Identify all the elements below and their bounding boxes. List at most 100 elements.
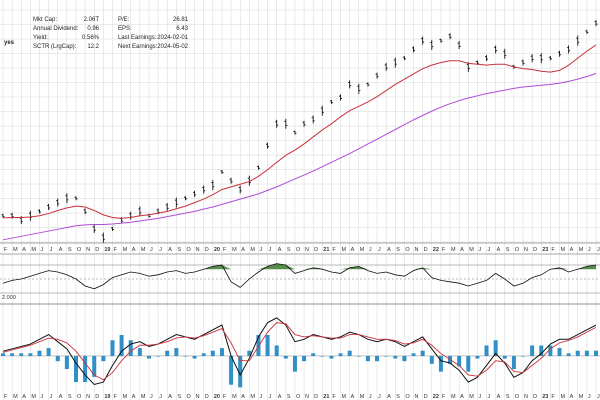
macd-label-fragment: 2.000 — [2, 295, 16, 301]
x-tick-label: J — [597, 394, 600, 400]
rsi-line — [2, 263, 597, 290]
x-tick-label: A — [570, 247, 574, 253]
macd-histogram-bar — [539, 345, 544, 356]
macd-line — [2, 317, 597, 386]
x-tick-label: M — [360, 394, 365, 400]
x-tick-label: D — [533, 394, 537, 400]
macd-histogram-bar — [429, 355, 434, 364]
macd-histogram-bar — [247, 350, 252, 356]
stat-label-eps: EPS: — [118, 26, 132, 32]
x-tick-label: N — [86, 247, 90, 253]
macd-histogram-bar — [502, 355, 507, 359]
x-tick-label: 20 — [214, 247, 220, 253]
stat-label-pe: P/E: — [118, 17, 130, 23]
macd-histogram-bar — [64, 355, 69, 370]
x-tick-label: F — [4, 394, 8, 400]
x-tick-label: M — [123, 394, 128, 400]
x-tick-label: A — [351, 247, 355, 253]
macd-histogram-bar — [256, 335, 261, 356]
macd-histogram-bar — [137, 348, 142, 356]
x-tick-label: J — [150, 247, 153, 253]
x-tick-label: F — [223, 247, 227, 253]
macd-histogram-bar — [457, 355, 462, 367]
macd-histogram-bar — [1, 353, 5, 356]
macd-histogram-bar — [210, 350, 215, 356]
macd-histogram-bar — [37, 350, 42, 356]
x-tick-label: M — [123, 247, 128, 253]
macd-histogram-bar — [411, 353, 416, 356]
x-tick-label: F — [223, 394, 227, 400]
x-tick-label: J — [369, 247, 372, 253]
macd-histogram-bar — [594, 350, 598, 356]
x-tick-label: A — [241, 394, 245, 400]
macd-panel — [0, 317, 600, 388]
moving-average-short-line — [2, 44, 597, 219]
macd-histogram-bar — [584, 350, 589, 356]
fragment-text: yes — [4, 40, 15, 46]
x-tick-label: A — [22, 394, 26, 400]
macd-histogram-bar — [73, 355, 78, 383]
x-tick-label: S — [177, 394, 181, 400]
x-tick-label: J — [40, 247, 43, 253]
x-tick-label: 19 — [104, 247, 110, 253]
macd-histogram-bar — [201, 353, 206, 356]
x-tick-label: S — [287, 247, 291, 253]
x-tick-label: J — [378, 394, 381, 400]
x-tick-label: O — [296, 247, 301, 253]
macd-histogram-bar — [338, 353, 343, 356]
x-tick-label: S — [177, 247, 181, 253]
x-tick-label: O — [515, 247, 520, 253]
price-panel — [1, 20, 598, 243]
macd-histogram-bar — [146, 355, 151, 359]
stat-label-last-earnings: Last Earnings: — [118, 35, 157, 41]
macd-histogram-bar — [438, 355, 443, 372]
macd-histogram-bar — [174, 348, 179, 356]
x-tick-label: D — [533, 247, 537, 253]
x-tick-label: J — [597, 247, 600, 253]
x-tick-label: M — [561, 394, 566, 400]
x-tick-label: A — [387, 394, 391, 400]
x-tick-label: M — [579, 247, 584, 253]
x-tick-label: A — [241, 247, 245, 253]
x-tick-label: S — [506, 394, 510, 400]
x-tick-label: D — [95, 247, 99, 253]
x-tick-label: J — [588, 394, 591, 400]
x-tick-label: N — [524, 247, 528, 253]
x-tick-label: D — [205, 247, 209, 253]
macd-histogram-bar — [511, 355, 516, 370]
macd-histogram-bar — [46, 348, 51, 356]
macd-histogram-bar — [10, 353, 15, 356]
x-tick-label: M — [13, 394, 18, 400]
stat-value-last-earnings: 2024-02-01 — [157, 35, 188, 41]
macd-histogram-bar — [128, 340, 133, 356]
x-tick-label: S — [396, 394, 400, 400]
x-tick-label: J — [269, 394, 272, 400]
fundamentals-panel: Mkt Cap: 2.06T Annual Dividend: 0.96 Yie… — [4, 17, 189, 50]
x-tick-label: A — [497, 247, 501, 253]
x-tick-label: J — [50, 247, 53, 253]
x-tick-label: A — [132, 394, 136, 400]
x-tick-label: M — [451, 394, 456, 400]
x-tick-label: S — [396, 247, 400, 253]
macd-histogram-bar — [548, 345, 553, 356]
x-tick-label: S — [506, 247, 510, 253]
x-tick-label: F — [551, 394, 555, 400]
x-tick-label: J — [40, 394, 43, 400]
macd-histogram-bar — [575, 350, 580, 356]
x-tick-label: J — [150, 394, 153, 400]
x-tick-label: M — [561, 247, 566, 253]
x-tick-label: M — [141, 394, 146, 400]
x-tick-label: F — [551, 247, 555, 253]
stat-value-yield: 0.56% — [82, 35, 100, 41]
x-tick-label: J — [378, 247, 381, 253]
macd-histogram-bar — [557, 348, 562, 356]
macd-histogram-bar — [384, 355, 389, 357]
x-tick-label: J — [50, 394, 53, 400]
x-tick-label: N — [415, 247, 419, 253]
x-tick-label: J — [159, 394, 162, 400]
x-tick-label: J — [478, 394, 481, 400]
macd-histogram-bar — [119, 335, 124, 356]
macd-histogram-bar — [356, 355, 361, 357]
